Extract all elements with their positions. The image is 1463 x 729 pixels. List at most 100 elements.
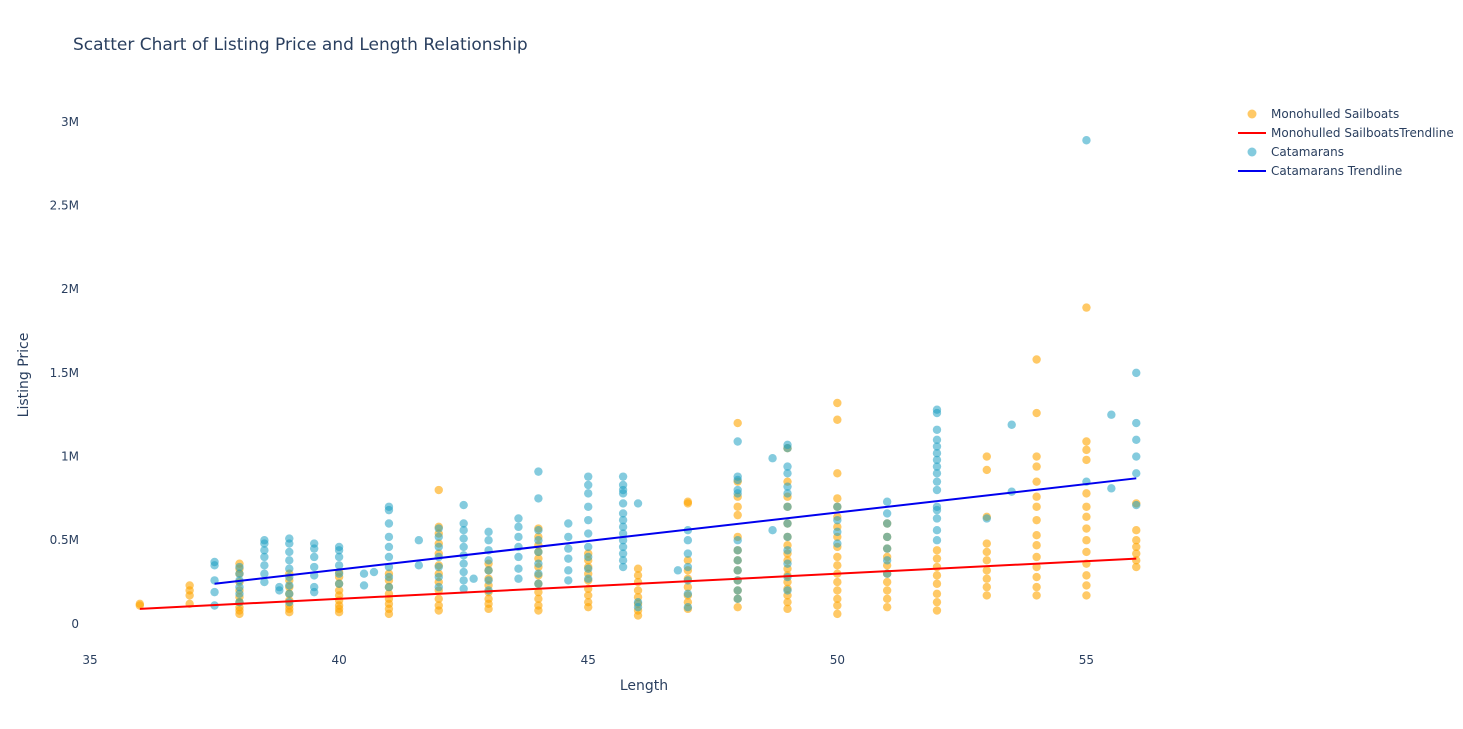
data-point[interactable] [334,569,344,578]
data-point[interactable] [514,522,523,532]
data-point[interactable] [618,556,628,565]
data-point[interactable] [310,562,319,572]
data-point[interactable] [459,567,468,577]
data-point[interactable] [484,527,493,537]
data-point[interactable] [514,552,523,562]
data-point[interactable] [733,586,742,595]
data-point[interactable] [434,542,443,552]
data-point[interactable] [564,554,573,563]
data-point[interactable] [733,418,742,428]
data-point[interactable] [882,509,892,518]
data-point[interactable] [882,602,892,612]
data-point[interactable] [1032,562,1041,572]
data-point[interactable] [334,561,344,570]
data-point[interactable] [618,562,628,572]
data-point[interactable] [369,567,379,577]
data-point[interactable] [783,532,792,542]
data-point[interactable] [882,532,892,542]
data-point[interactable] [618,522,628,532]
data-point[interactable] [334,542,344,552]
data-point[interactable] [584,597,593,607]
legend-item[interactable]: Catamarans Trendline [1238,164,1402,178]
data-point[interactable] [534,569,543,578]
data-point[interactable] [932,525,942,535]
data-point[interactable] [1132,500,1141,510]
data-point[interactable] [783,482,792,491]
data-point[interactable] [534,559,543,568]
legend-item[interactable]: Monohulled SailboatsTrendline [1238,126,1454,140]
data-point[interactable] [1032,492,1041,501]
data-point[interactable] [1132,536,1141,545]
data-point[interactable] [534,601,543,610]
data-point[interactable] [833,502,842,511]
data-point[interactable] [459,534,468,543]
data-point[interactable] [932,469,942,478]
data-point[interactable] [534,579,543,588]
data-point[interactable] [384,519,394,528]
data-point[interactable] [514,514,523,523]
data-point[interactable] [459,519,468,528]
data-point[interactable] [932,425,942,434]
data-point[interactable] [932,442,942,451]
data-point[interactable] [783,469,792,478]
data-point[interactable] [982,539,991,548]
data-point[interactable] [414,561,424,570]
data-point[interactable] [210,576,219,585]
data-point[interactable] [434,601,443,610]
data-point[interactable] [359,569,369,578]
data-point[interactable] [882,544,892,553]
data-point[interactable] [882,586,892,595]
data-point[interactable] [982,574,991,583]
data-point[interactable] [1132,525,1141,535]
data-point[interactable] [882,594,892,604]
data-point[interactable] [683,536,693,545]
data-point[interactable] [932,462,942,471]
data-point[interactable] [932,449,942,458]
data-point[interactable] [1082,455,1091,465]
data-point[interactable] [564,566,573,575]
data-point[interactable] [733,536,742,545]
data-point[interactable] [633,571,643,580]
data-point[interactable] [932,597,942,607]
data-point[interactable] [564,544,573,553]
data-point[interactable] [1132,452,1141,461]
data-point[interactable] [1032,582,1041,592]
data-point[interactable] [833,586,842,595]
data-point[interactable] [833,415,842,424]
data-point[interactable] [1032,502,1041,511]
data-point[interactable] [135,599,145,609]
data-point[interactable] [584,472,593,481]
data-point[interactable] [733,472,742,481]
data-point[interactable] [1032,541,1041,550]
data-point[interactable] [982,547,991,557]
data-point[interactable] [1032,462,1041,471]
data-point[interactable] [932,579,942,588]
data-point[interactable] [1132,549,1141,558]
data-point[interactable] [584,529,593,538]
data-point[interactable] [584,564,593,573]
data-point[interactable] [882,577,892,587]
data-point[interactable] [384,502,394,511]
data-point[interactable] [1082,547,1091,557]
data-point[interactable] [310,552,319,562]
data-point[interactable] [285,581,294,590]
data-point[interactable] [1107,410,1116,419]
data-point[interactable] [1132,435,1141,445]
data-point[interactable] [833,601,842,610]
data-point[interactable] [1082,571,1091,580]
data-point[interactable] [733,566,742,575]
data-point[interactable] [833,494,842,503]
data-point[interactable] [1032,355,1041,364]
data-point[interactable] [584,542,593,552]
trendline-catamarans-trendline[interactable] [214,477,1137,585]
data-point[interactable] [1082,502,1091,511]
data-point[interactable] [783,519,792,528]
data-point[interactable] [434,562,443,572]
data-point[interactable] [683,602,693,612]
data-point[interactable] [534,525,543,535]
data-point[interactable] [633,597,643,607]
data-point[interactable] [564,532,573,542]
data-point[interactable] [683,582,693,592]
data-point[interactable] [783,546,792,555]
data-point[interactable] [1032,452,1041,461]
